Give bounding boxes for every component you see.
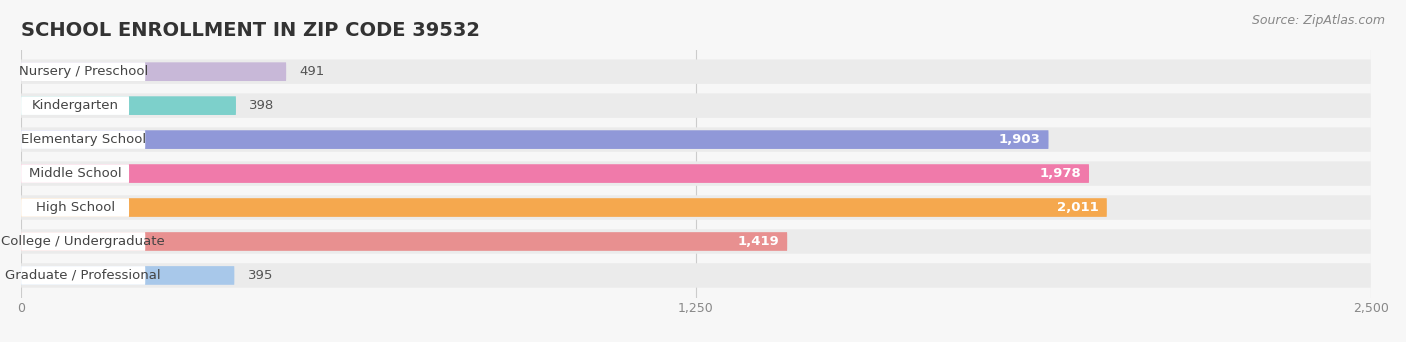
FancyBboxPatch shape (21, 266, 235, 285)
FancyBboxPatch shape (21, 130, 1049, 149)
Text: High School: High School (35, 201, 115, 214)
FancyBboxPatch shape (21, 229, 1371, 254)
FancyBboxPatch shape (21, 198, 129, 217)
Text: 1,978: 1,978 (1039, 167, 1081, 180)
Text: SCHOOL ENROLLMENT IN ZIP CODE 39532: SCHOOL ENROLLMENT IN ZIP CODE 39532 (21, 21, 479, 40)
FancyBboxPatch shape (21, 62, 287, 81)
Text: Kindergarten: Kindergarten (31, 99, 118, 112)
Text: Source: ZipAtlas.com: Source: ZipAtlas.com (1251, 14, 1385, 27)
Text: College / Undergraduate: College / Undergraduate (1, 235, 165, 248)
FancyBboxPatch shape (21, 263, 1371, 288)
FancyBboxPatch shape (21, 96, 129, 115)
FancyBboxPatch shape (21, 195, 1371, 220)
Text: 491: 491 (299, 65, 325, 78)
Text: Graduate / Professional: Graduate / Professional (6, 269, 162, 282)
FancyBboxPatch shape (21, 130, 145, 149)
FancyBboxPatch shape (21, 96, 236, 115)
FancyBboxPatch shape (21, 62, 145, 81)
FancyBboxPatch shape (21, 164, 129, 183)
FancyBboxPatch shape (21, 164, 1090, 183)
FancyBboxPatch shape (21, 161, 1371, 186)
Text: 1,419: 1,419 (737, 235, 779, 248)
FancyBboxPatch shape (21, 232, 787, 251)
Text: 2,011: 2,011 (1057, 201, 1098, 214)
Text: 398: 398 (249, 99, 274, 112)
Text: Middle School: Middle School (28, 167, 121, 180)
FancyBboxPatch shape (21, 127, 1371, 152)
Text: Nursery / Preschool: Nursery / Preschool (18, 65, 148, 78)
FancyBboxPatch shape (21, 93, 1371, 118)
FancyBboxPatch shape (21, 60, 1371, 84)
FancyBboxPatch shape (21, 198, 1107, 217)
Text: Elementary School: Elementary School (21, 133, 146, 146)
Text: 1,903: 1,903 (998, 133, 1040, 146)
FancyBboxPatch shape (21, 232, 145, 251)
Text: 395: 395 (247, 269, 273, 282)
FancyBboxPatch shape (21, 266, 145, 285)
